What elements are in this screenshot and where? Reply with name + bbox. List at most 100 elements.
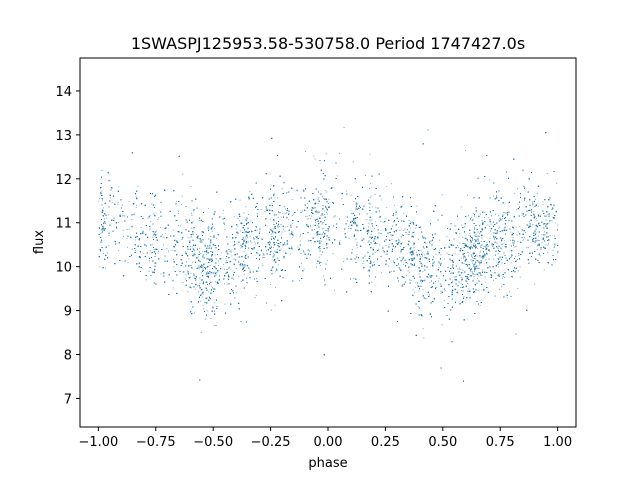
- data-point: [380, 199, 382, 201]
- data-point: [354, 223, 356, 225]
- data-point: [510, 240, 511, 242]
- data-point: [202, 265, 204, 267]
- data-point: [277, 217, 279, 219]
- data-point: [225, 262, 226, 264]
- data-point: [470, 259, 472, 261]
- data-point: [192, 261, 193, 263]
- data-point: [131, 225, 133, 227]
- data-point: [205, 273, 207, 275]
- data-point: [349, 224, 351, 226]
- data-point: [187, 270, 188, 272]
- data-point: [425, 237, 427, 239]
- data-point: [268, 241, 270, 242]
- data-point: [504, 246, 506, 247]
- data-point: [511, 262, 513, 264]
- data-point: [458, 267, 460, 269]
- data-point: [243, 271, 245, 272]
- data-point: [399, 256, 400, 258]
- data-point: [324, 210, 326, 212]
- data-point: [273, 228, 275, 230]
- data-point: [474, 228, 475, 230]
- data-point: [140, 227, 142, 228]
- data-point: [418, 238, 419, 240]
- data-point: [197, 285, 199, 287]
- data-point: [350, 194, 352, 196]
- data-point: [477, 260, 479, 262]
- data-point: [200, 293, 202, 295]
- data-point: [193, 277, 195, 279]
- data-point: [316, 266, 317, 268]
- data-point: [171, 249, 173, 251]
- data-point: [239, 220, 241, 222]
- data-point: [230, 250, 232, 252]
- data-point: [371, 219, 373, 221]
- data-point: [99, 266, 101, 268]
- data-point: [323, 198, 324, 199]
- data-point: [399, 246, 401, 248]
- data-point: [128, 201, 130, 202]
- data-point: [554, 243, 556, 245]
- data-point: [326, 207, 327, 209]
- data-point: [273, 219, 275, 221]
- data-point: [412, 251, 414, 253]
- data-point: [415, 282, 417, 284]
- data-point: [501, 239, 503, 241]
- data-point: [317, 224, 319, 226]
- data-point: [200, 272, 202, 274]
- data-point: [243, 273, 245, 275]
- data-point: [480, 241, 482, 243]
- data-point: [509, 291, 510, 293]
- data-point: [440, 284, 442, 286]
- data-point: [531, 237, 533, 239]
- data-point: [285, 208, 286, 210]
- data-point: [493, 195, 494, 197]
- data-point: [214, 271, 216, 273]
- data-point: [504, 228, 506, 230]
- data-point: [490, 230, 491, 232]
- data-point: [317, 203, 319, 204]
- data-point: [198, 265, 200, 267]
- data-point: [155, 248, 156, 250]
- data-point: [189, 276, 191, 278]
- data-point: [306, 215, 308, 217]
- data-point: [547, 252, 549, 253]
- data-point: [363, 226, 365, 228]
- data-point: [477, 248, 479, 249]
- data-point: [498, 226, 500, 228]
- data-point: [501, 262, 503, 264]
- data-point: [365, 174, 366, 176]
- data-point: [380, 272, 382, 274]
- data-point: [497, 248, 499, 250]
- data-point: [346, 190, 348, 192]
- data-point: [462, 236, 464, 238]
- data-point: [468, 215, 469, 217]
- data-point: [480, 256, 482, 258]
- data-point: [126, 238, 128, 240]
- data-point: [244, 241, 246, 242]
- data-point: [532, 201, 533, 203]
- data-point: [302, 188, 304, 190]
- data-point: [191, 245, 193, 247]
- data-point: [101, 211, 103, 212]
- data-point: [190, 272, 192, 274]
- data-point: [507, 297, 508, 299]
- data-point: [414, 291, 415, 293]
- data-point: [498, 266, 500, 268]
- data-point: [291, 198, 293, 200]
- data-point: [391, 183, 392, 185]
- data-point: [439, 239, 441, 241]
- data-point: [290, 224, 291, 226]
- data-point: [534, 225, 536, 227]
- data-point: [372, 252, 374, 254]
- data-point: [339, 152, 340, 154]
- data-point: [416, 251, 417, 253]
- data-point: [250, 220, 252, 222]
- data-point: [470, 254, 472, 256]
- data-point: [135, 195, 137, 197]
- data-point: [190, 227, 192, 229]
- data-point: [468, 255, 469, 257]
- data-point: [143, 252, 145, 254]
- data-point: [460, 287, 462, 289]
- data-point: [493, 182, 495, 183]
- data-point: [158, 250, 160, 252]
